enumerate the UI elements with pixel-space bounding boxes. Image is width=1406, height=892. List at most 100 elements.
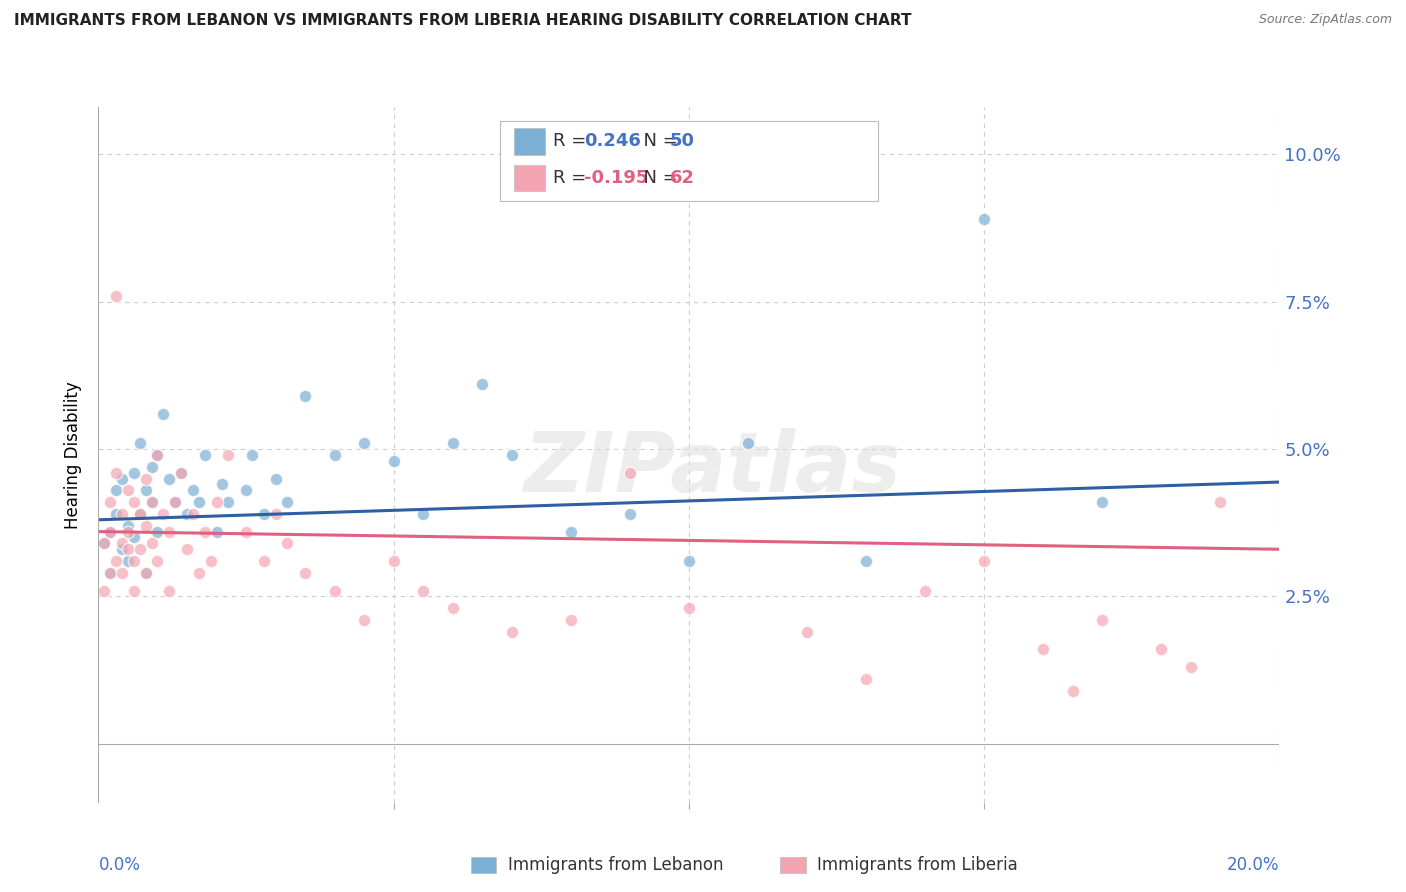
- Point: [441, 436, 464, 450]
- Point: [353, 613, 375, 627]
- Point: [141, 495, 163, 509]
- Point: [441, 601, 464, 615]
- Text: Immigrants from Liberia: Immigrants from Liberia: [817, 856, 1018, 874]
- Point: [141, 536, 163, 550]
- Point: [240, 448, 263, 462]
- Point: [146, 524, 169, 539]
- Text: Source: ZipAtlas.com: Source: ZipAtlas.com: [1258, 13, 1392, 27]
- Point: [471, 377, 494, 392]
- Point: [117, 524, 139, 539]
- Point: [1091, 495, 1114, 509]
- Point: [1091, 613, 1114, 627]
- Text: ZIPatlas: ZIPatlas: [523, 428, 901, 509]
- Point: [165, 495, 187, 509]
- Point: [855, 554, 877, 568]
- Point: [1032, 642, 1054, 657]
- Point: [205, 495, 228, 509]
- Point: [323, 448, 346, 462]
- Point: [560, 613, 582, 627]
- Point: [973, 554, 995, 568]
- Point: [117, 542, 139, 557]
- Point: [253, 554, 276, 568]
- Text: N =: N =: [633, 132, 683, 150]
- Point: [323, 583, 346, 598]
- Point: [560, 524, 582, 539]
- Y-axis label: Hearing Disability: Hearing Disability: [65, 381, 83, 529]
- Point: [264, 471, 287, 485]
- Point: [855, 672, 877, 686]
- Text: -0.195: -0.195: [585, 169, 648, 187]
- Point: [187, 566, 209, 580]
- Point: [157, 583, 180, 598]
- Text: 0.246: 0.246: [585, 132, 641, 150]
- Point: [98, 524, 121, 539]
- Point: [98, 495, 121, 509]
- Point: [157, 471, 180, 485]
- Point: [737, 436, 759, 450]
- Point: [176, 507, 198, 521]
- Point: [146, 554, 169, 568]
- Text: R =: R =: [554, 132, 592, 150]
- Point: [98, 524, 121, 539]
- Point: [187, 495, 209, 509]
- Point: [619, 507, 641, 521]
- Text: Immigrants from Lebanon: Immigrants from Lebanon: [508, 856, 723, 874]
- Point: [1209, 495, 1232, 509]
- Point: [117, 483, 139, 498]
- Point: [98, 566, 121, 580]
- Point: [122, 495, 145, 509]
- Point: [276, 536, 298, 550]
- Text: 20.0%: 20.0%: [1227, 855, 1279, 874]
- Point: [105, 554, 128, 568]
- Point: [105, 483, 128, 498]
- Point: [973, 212, 995, 227]
- Point: [217, 448, 239, 462]
- Point: [205, 524, 228, 539]
- Text: 0.0%: 0.0%: [98, 855, 141, 874]
- Point: [128, 436, 150, 450]
- Point: [117, 554, 139, 568]
- Text: IMMIGRANTS FROM LEBANON VS IMMIGRANTS FROM LIBERIA HEARING DISABILITY CORRELATIO: IMMIGRANTS FROM LEBANON VS IMMIGRANTS FR…: [14, 13, 911, 29]
- Point: [122, 466, 145, 480]
- Point: [176, 542, 198, 557]
- Point: [181, 507, 204, 521]
- Point: [382, 554, 405, 568]
- Point: [141, 495, 163, 509]
- Point: [1180, 660, 1202, 674]
- Point: [678, 601, 700, 615]
- Point: [135, 471, 157, 485]
- Point: [111, 507, 134, 521]
- Point: [98, 566, 121, 580]
- Text: 50: 50: [671, 132, 695, 150]
- Point: [152, 507, 174, 521]
- Point: [128, 542, 150, 557]
- Point: [165, 495, 187, 509]
- Text: N =: N =: [633, 169, 683, 187]
- Point: [294, 389, 316, 403]
- Point: [146, 448, 169, 462]
- Point: [353, 436, 375, 450]
- Point: [122, 531, 145, 545]
- Point: [105, 466, 128, 480]
- Point: [194, 524, 217, 539]
- Point: [152, 407, 174, 421]
- Point: [135, 566, 157, 580]
- Point: [141, 459, 163, 474]
- Point: [93, 536, 115, 550]
- Point: [382, 454, 405, 468]
- Point: [122, 554, 145, 568]
- Point: [235, 483, 257, 498]
- Point: [135, 518, 157, 533]
- Point: [128, 507, 150, 521]
- Point: [111, 542, 134, 557]
- Point: [796, 624, 818, 639]
- Point: [105, 507, 128, 521]
- Point: [105, 289, 128, 303]
- Point: [194, 448, 217, 462]
- Point: [135, 566, 157, 580]
- Point: [146, 448, 169, 462]
- Point: [412, 583, 434, 598]
- Point: [1062, 683, 1084, 698]
- Point: [117, 518, 139, 533]
- Point: [111, 566, 134, 580]
